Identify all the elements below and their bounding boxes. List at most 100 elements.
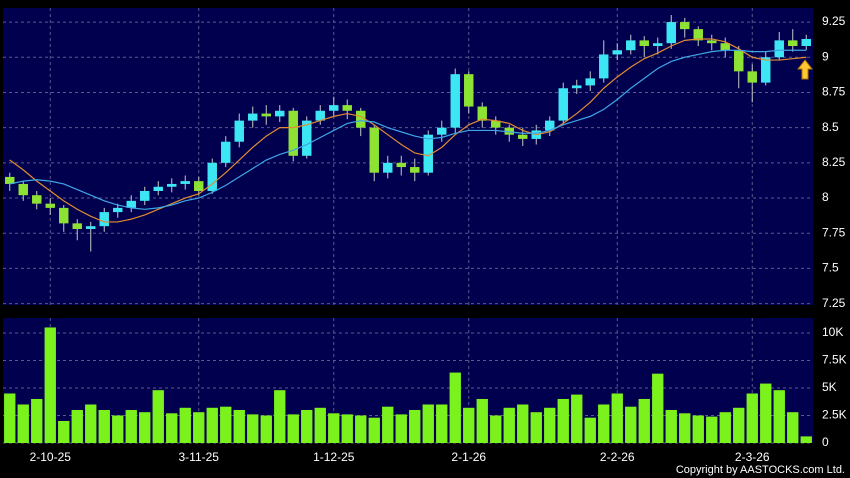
candle-body [140,190,150,201]
candle-body [477,106,487,121]
volume-bar [409,409,421,443]
volume-bar [44,327,56,443]
y-tick-label: 7.25 [822,296,846,310]
copyright: Copyright by AASTOCKS.com Ltd. [676,464,845,476]
x-tick-label: 3-11-25 [179,450,220,464]
volume-bar [706,416,718,443]
volume-bar [625,406,637,443]
volume-bar [274,390,286,443]
arrow-icon [796,59,814,80]
volume-bar [611,393,623,443]
y-tick-label: 9 [822,49,829,63]
price-panel [3,8,813,305]
volume-bar [166,413,178,443]
candle-body [707,40,717,44]
y-tick-label: 8.5 [822,120,839,134]
volume-bar [760,383,772,443]
plot-layer: 7.25 7.5 7.75 8 8.25 8.5 8.75 9 9.25 0 2.5K 5K 7.5K 1… [3,8,847,464]
volume-bar [152,390,164,443]
candle-body [626,40,636,51]
volume-bar [719,412,731,443]
y-tick-label: 8 [822,190,829,204]
volume-bar [139,412,151,443]
volume-bar [800,436,812,443]
candle-body [45,203,55,208]
y-tick-label: 7.75 [822,225,846,239]
candle-body [113,207,123,213]
candle-body [383,162,393,173]
volume-bar [71,409,83,443]
volume-bar [449,372,461,443]
volume-bar [355,415,367,443]
candle-body [315,110,325,121]
y-tick-label: 10K [822,325,843,339]
volume-bar [260,415,272,443]
candle-body [761,57,771,83]
candle-body [18,183,28,196]
y-tick-label: 5K [822,380,837,394]
y-tick-label: 7.5K [822,353,847,367]
volume-bar [733,407,745,443]
volume-bar [571,394,583,443]
candle-body [653,43,663,47]
candle-body [747,71,757,83]
candle-body [180,181,190,184]
candle-body [261,113,271,117]
candle-body [248,113,258,121]
candle-body [329,105,339,111]
candle-body [59,207,69,224]
volume-bar [328,413,340,443]
volume-bar [787,412,799,443]
volume-bar [773,390,785,443]
x-tick-label: 2-1-26 [451,450,486,464]
candle-body [410,167,420,173]
candle-body [423,134,433,173]
candle-body [545,120,555,131]
candle-body [585,78,595,86]
candle-body [666,22,676,44]
candle-body [356,110,366,128]
volume-bar [368,417,380,443]
candle-body [612,50,622,55]
volume-bar [679,413,691,443]
moving-average-line [9,49,807,210]
volume-bar [193,412,205,443]
candle-body [572,85,582,89]
candle-body [342,105,352,111]
volume-bar [31,398,43,443]
volume-bar [490,415,502,443]
volume-bar [220,406,232,443]
volume-bar [395,414,407,443]
candle-body [774,40,784,58]
candle-body [558,88,568,121]
candle-body [693,29,703,41]
volume-bar [233,409,245,443]
candle-body [99,212,109,227]
candle-body [788,40,798,47]
candle-body [720,43,730,51]
y-tick-label: 8.25 [822,155,846,169]
volume-bar [598,404,610,443]
x-tick-label: 1-12-25 [313,450,355,464]
candle-body [153,186,163,191]
volume-bar [247,414,259,443]
candle-body [207,162,217,191]
y-tick-label: 0 [822,435,829,449]
volume-bar [436,404,448,443]
volume-bar [692,415,704,443]
candle-body [396,162,406,168]
candle-body [450,74,460,128]
candle-body [288,110,298,156]
volume-bar [665,409,677,443]
candle-body [72,223,82,229]
volume-bar [85,404,97,443]
volume-bar [179,407,191,443]
candle-body [491,120,501,128]
y-tick-label: 9.25 [822,14,846,28]
candle-body [32,195,42,204]
candle-body [302,120,312,156]
volume-bar [314,407,326,443]
volume-bar [503,407,515,443]
